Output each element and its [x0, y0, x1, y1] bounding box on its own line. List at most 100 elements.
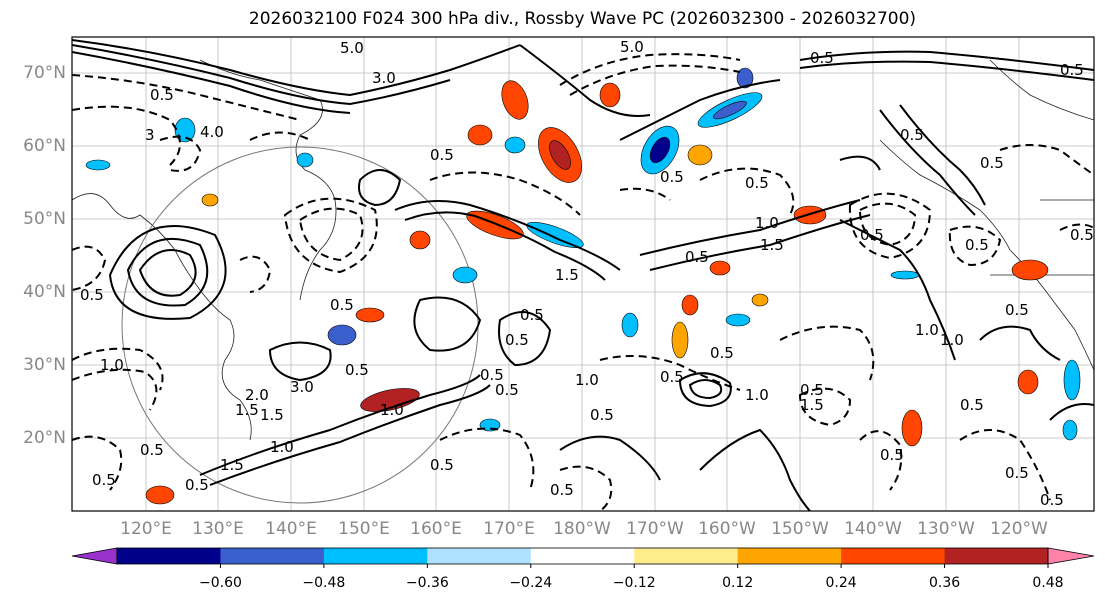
contour-label: 0.5 — [520, 306, 544, 324]
map-title: 2026032100 F024 300 hPa div., Rossby Wav… — [248, 9, 917, 29]
contour-label: 0.5 — [860, 226, 884, 244]
contour-label: 5.0 — [340, 39, 364, 57]
contour-label: 0.5 — [660, 168, 684, 186]
contour-label: 0.5 — [92, 471, 116, 489]
contour-label: 0.5 — [480, 366, 504, 384]
contour-label: 0.5 — [1005, 464, 1029, 482]
colorbar-segment — [530, 548, 635, 564]
shade-patch-positive — [145, 485, 175, 505]
lon-label: 170°W — [626, 519, 684, 539]
shade-patch-positive — [409, 230, 431, 250]
colorbar-outline — [116, 547, 1049, 565]
coastlines — [72, 59, 1094, 441]
shade-patch-negative — [504, 136, 526, 154]
colorbar-tick-label: −0.24 — [509, 575, 552, 591]
contour-label: 1.0 — [915, 321, 939, 339]
solid-contours — [72, 39, 1094, 511]
lon-label: 140°W — [844, 519, 902, 539]
lat-label: 60°N — [23, 136, 66, 156]
contour-label: 3 — [145, 126, 155, 144]
contour-label: 0.5 — [505, 331, 529, 349]
lon-label: 130°W — [917, 519, 975, 539]
shade-patch-positive — [201, 193, 219, 207]
plot-area — [72, 37, 1094, 511]
lon-label: 120°E — [120, 519, 172, 539]
colorbar-tick-label: −0.60 — [199, 575, 242, 591]
contour-label: 0.5 — [810, 49, 834, 67]
shade-patch-positive — [751, 293, 769, 307]
contour-label: 1.0 — [940, 331, 964, 349]
lon-label: 120°W — [990, 519, 1048, 539]
colorbar-extend-max — [1047, 547, 1095, 565]
lon-label: 180°W — [553, 519, 611, 539]
contour-label: 0.5 — [330, 296, 354, 314]
colorbar-segment — [220, 548, 325, 564]
colorbar-tick-label: 0.36 — [929, 575, 960, 591]
gridlines — [72, 37, 1094, 511]
contour-label: 0.5 — [660, 368, 684, 386]
contour-label: 0.5 — [960, 396, 984, 414]
lon-label: 150°W — [771, 519, 829, 539]
colorbar: −0.60 −0.48 −0.36 −0.24 −0.12 0.12 0.24 0.36 0.4… — [71, 547, 1095, 591]
divergence-shading — [85, 67, 1081, 505]
colorbar-segment — [117, 548, 221, 564]
contour-label: 1.0 — [270, 438, 294, 456]
latitude-labels: 70°N 60°N 50°N 40°N 30°N 20°N — [23, 63, 66, 448]
contour-label: 3.0 — [372, 69, 396, 87]
shade-patch-positive — [467, 124, 493, 146]
contour-label: 0.5 — [590, 406, 614, 424]
contour-label: 1.5 — [235, 401, 259, 419]
lat-label: 50°N — [23, 209, 66, 229]
contour-label: 1.5 — [555, 266, 579, 284]
contour-label: 0.5 — [550, 481, 574, 499]
colorbar-segment — [737, 548, 842, 564]
contour-labels: 5.0 3.0 4.0 3 5.0 0.5 0.5 0.5 1.0 1.5 0.… — [80, 38, 1094, 509]
contour-label: 0.5 — [495, 381, 519, 399]
contour-label: 0.5 — [150, 86, 174, 104]
contour-label: 1.0 — [575, 371, 599, 389]
shade-patch-negative — [1063, 359, 1081, 401]
contour-label: 1.5 — [760, 236, 784, 254]
contour-label: 1.5 — [260, 406, 284, 424]
shade-patch-negative — [725, 313, 751, 327]
contour-label: 0.5 — [710, 344, 734, 362]
shade-patch-positive — [355, 307, 385, 323]
shade-patch-negative — [296, 152, 314, 168]
shade-patch-positive — [360, 388, 420, 412]
lon-label: 170°E — [483, 519, 535, 539]
contour-label: 0.5 — [185, 476, 209, 494]
contour-label: 1.0 — [380, 401, 404, 419]
lat-label: 40°N — [23, 282, 66, 302]
contour-label: 0.5 — [880, 446, 904, 464]
colorbar-extend-min — [71, 547, 118, 565]
contour-label: 1.5 — [800, 396, 824, 414]
shade-patch-negative — [736, 67, 754, 89]
shade-patch-negative — [713, 100, 747, 120]
contour-label: 1.0 — [100, 356, 124, 374]
colorbar-tick-label: −0.48 — [302, 575, 345, 591]
shade-patch-negative — [890, 270, 920, 280]
colorbar-segment — [427, 548, 532, 564]
lon-label: 160°E — [410, 519, 462, 539]
colorbar-tick-label: 0.48 — [1032, 575, 1063, 591]
lon-label: 140°E — [265, 519, 317, 539]
lat-label: 70°N — [23, 63, 66, 83]
colorbar-tick-label: −0.36 — [406, 575, 449, 591]
contour-label: 0.5 — [900, 126, 924, 144]
shade-patch-positive — [599, 82, 621, 108]
shade-patch-positive — [709, 260, 731, 276]
colorbar-segment — [944, 548, 1049, 564]
shade-patch-positive — [1017, 369, 1039, 395]
contour-label: 3.0 — [290, 378, 314, 396]
shade-patch-negative — [174, 117, 196, 143]
lat-label: 30°N — [23, 355, 66, 375]
shade-patch-positive — [687, 144, 713, 166]
lon-label: 160°W — [698, 519, 756, 539]
colorbar-tick-label: −0.12 — [613, 575, 656, 591]
shade-patch-negative — [649, 136, 671, 164]
shade-patch-negative — [1062, 419, 1078, 441]
longitude-labels: 120°E 130°E 140°E 150°E 160°E 170°E 180°… — [120, 519, 1048, 539]
shade-patch-positive — [549, 140, 571, 170]
shade-patch-positive — [681, 294, 699, 316]
